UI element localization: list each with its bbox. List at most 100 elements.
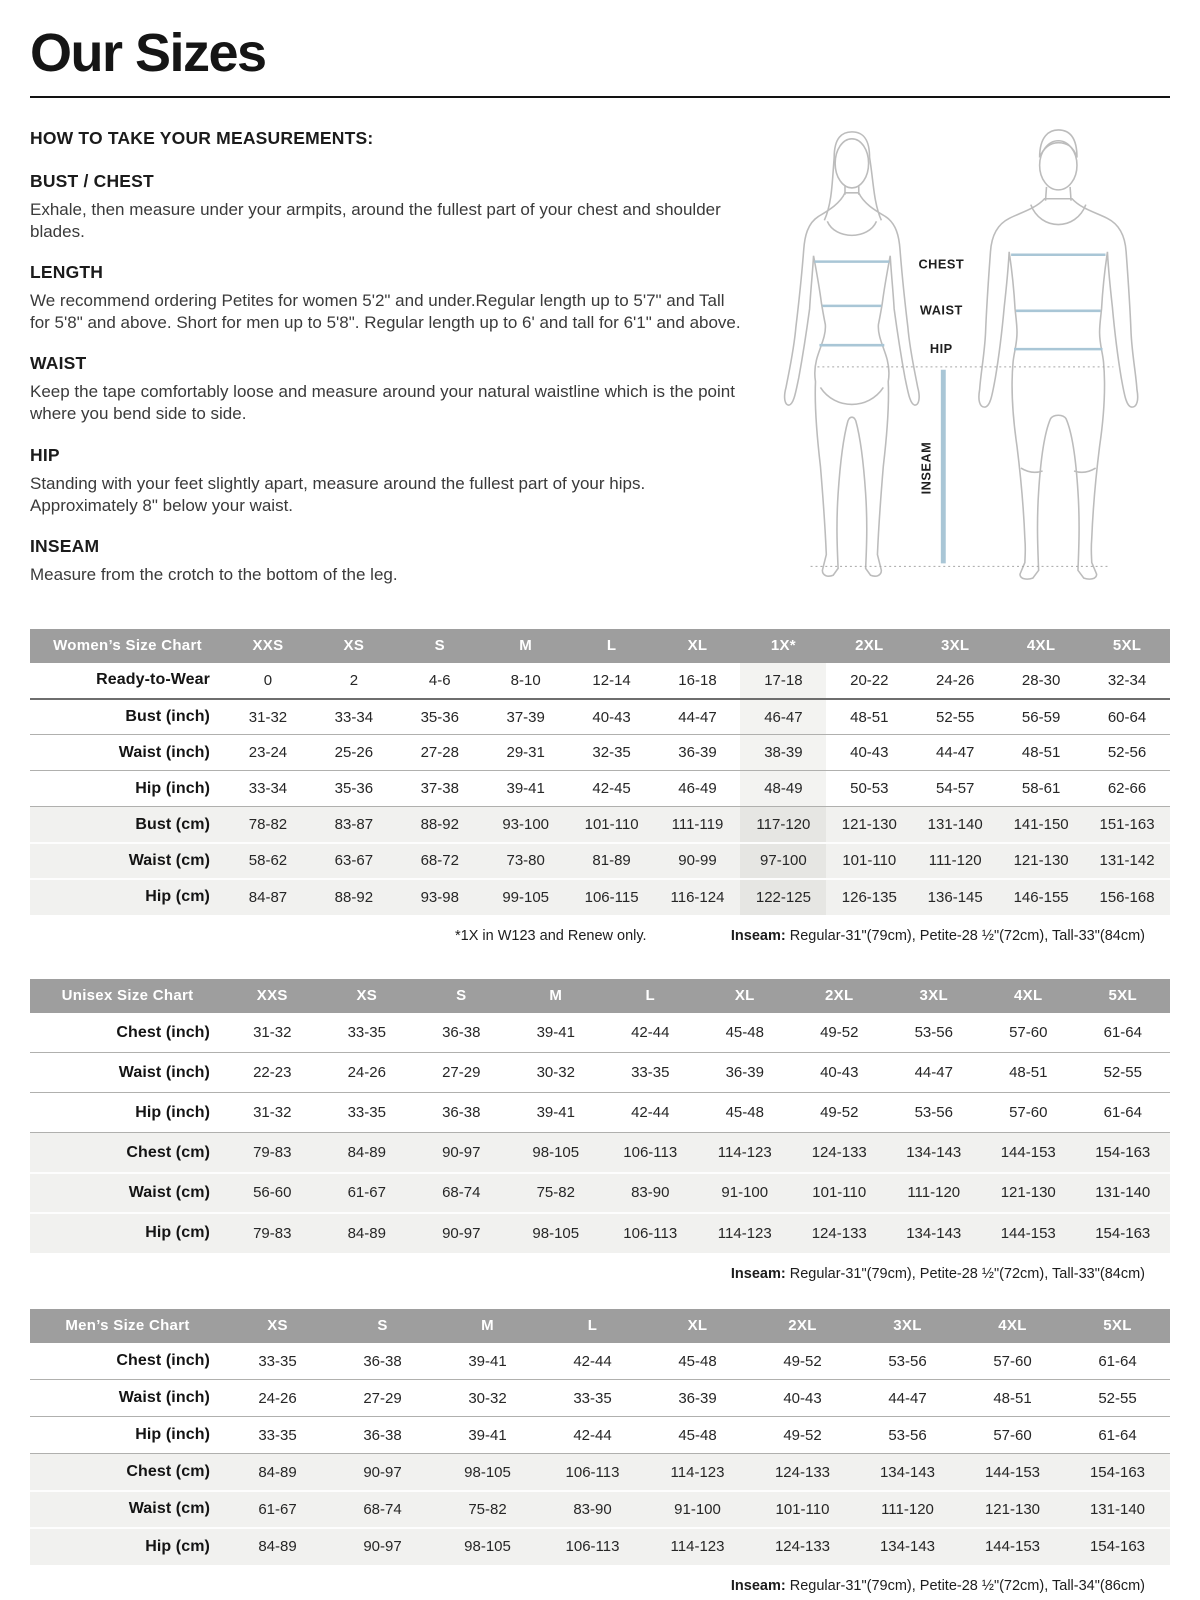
size-cell: 2 [349,671,359,689]
section-waist: WAIST Keep the tape comfortably loose an… [30,353,745,425]
section-body: Exhale, then measure under your armpits,… [30,200,721,242]
size-cell: 36-38 [442,1104,481,1122]
section-body: Keep the tape comfortably loose and meas… [30,382,735,424]
size-cell: 121-130 [984,1500,1041,1518]
page-title: Our Sizes [30,23,267,83]
size-cell: 134-143 [879,1538,936,1556]
unisex-footnote: Inseam: Regular-31"(79cm), Petite-28 ½"(… [30,1266,1170,1288]
size-cell: 48-51 [850,708,889,726]
inseam-note-text: Regular-31"(79cm), Petite-28 ½"(72cm), T… [785,1577,1145,1594]
row-label: Hip (cm) [145,888,210,906]
size-cell: 33-35 [631,1064,670,1082]
size-cell: 35-36 [420,708,459,726]
size-cell: 42-44 [573,1352,612,1370]
size-cell: 90-97 [442,1144,481,1162]
size-cell: 57-60 [993,1352,1032,1370]
female-figure [783,131,920,577]
section-body: Standing with your feet slightly apart, … [30,473,646,515]
size-cell: 40-43 [783,1389,822,1407]
unisex-size-chart: Unisex Size Chart XXS XS S M L XL 2XL 3XL 4XL 5XL C… [30,978,1170,1253]
hip-label: HIP [930,341,953,356]
size-cell: 48-51 [1009,1064,1048,1082]
size-cell: 35-36 [334,780,374,798]
size-cell: 68-74 [442,1184,481,1202]
size-cell: 31-32 [253,1104,292,1122]
table-row: Chest (cm) 79-83 84-89 90-97 98-105 106-113 11… [30,1132,1170,1173]
section-title: LENGTH [30,262,104,283]
size-cell: 27-29 [363,1389,402,1407]
size-cell: 61-64 [1103,1024,1142,1042]
size-cell: 83-90 [631,1184,670,1202]
measurement-lines [814,253,1106,351]
measurement-diagram: CHEST WAIST HIP INSEAM [760,126,1170,588]
instructions-heading: HOW TO TAKE YOUR MEASUREMENTS: [30,128,374,148]
size-cell: 48-49 [740,770,827,807]
size-cell: 44-47 [914,1064,953,1082]
table-title: Men’s Size Chart [30,1308,225,1343]
size-cell: 114-123 [717,1144,772,1162]
column-header: XS [225,1308,330,1343]
column-header: 5XL [1065,1308,1170,1343]
size-cell: 37-39 [506,708,545,726]
size-cell: 22-23 [253,1064,292,1082]
row-label: Waist (cm) [128,1183,210,1201]
size-cell: 52-55 [1103,1064,1142,1082]
size-cell: 57-60 [993,1426,1032,1444]
size-cell: 25-26 [334,744,374,762]
row-label: Hip (cm) [145,1537,210,1555]
mens-footnote: Inseam: Regular-31"(79cm), Petite-28 ½"(… [30,1578,1170,1600]
row-label: Waist (inch) [118,1389,210,1407]
size-cell: 39-41 [536,1024,575,1042]
size-cell: 33-35 [347,1104,386,1122]
size-cell: 141-150 [1013,816,1069,834]
size-cell: 58-61 [1021,780,1061,798]
size-cell: 44-47 [936,744,975,762]
size-cell: 61-67 [347,1184,386,1202]
size-cell: 24-26 [347,1064,386,1082]
table-row: Waist (inch) 22-23 24-26 27-29 30-32 33-35 36-… [30,1052,1170,1093]
section-length: LENGTH We recommend ordering Petites for… [30,262,745,334]
size-cell: 99-105 [502,888,550,906]
size-cell: 38-39 [740,734,827,771]
size-cell: 48-51 [1021,744,1061,762]
size-cell: 156-168 [1099,888,1155,906]
size-cell: 24-26 [936,671,975,689]
size-cell: 50-53 [850,780,889,798]
size-cell: 54-57 [936,780,975,798]
size-cell: 144-153 [1000,1144,1056,1162]
table-title: Women’s Size Chart [30,628,225,663]
table-row: Hip (cm) 84-87 88-92 93-98 99-105 106-115 116-… [30,878,1170,915]
section-bust-chest: BUST / CHEST Exhale, then measure under … [30,171,745,243]
size-cell: 124-133 [774,1538,831,1556]
size-cell: 121-130 [1013,852,1069,870]
row-label: Waist (inch) [118,1063,210,1081]
table-row: Waist (cm) 56-60 61-67 68-74 75-82 83-90 91-10… [30,1172,1170,1213]
column-header: XL [654,628,741,663]
size-cell: 29-31 [506,744,545,762]
size-cell: 23-24 [248,744,288,762]
column-header: L [568,628,655,663]
table-row: Hip (inch) 33-34 35-36 37-38 39-41 42-45 46-49… [30,770,1170,807]
size-cell: 36-38 [363,1352,402,1370]
size-cell: 106-113 [565,1538,620,1556]
waist-label: WAIST [920,303,963,318]
column-header: XL [645,1308,750,1343]
inseam-note-label: Inseam: [730,927,786,944]
size-cell: 90-97 [442,1224,481,1242]
size-cell: 28-30 [1021,671,1061,689]
size-cell: 116-124 [670,888,725,906]
size-cell: 31-32 [248,708,288,726]
size-cell: 17-18 [740,662,827,699]
size-cell: 91-100 [721,1184,769,1202]
size-cell: 42-44 [573,1426,612,1444]
size-cell: 52-55 [1098,1389,1137,1407]
row-label: Hip (inch) [135,1103,210,1121]
row-label: Bust (cm) [135,815,210,833]
size-cell: 88-92 [334,888,374,906]
size-cell: 91-100 [674,1500,721,1518]
size-cell: 84-87 [248,888,288,906]
table-row: Chest (inch) 31-32 33-35 36-38 39-41 42-44 45-… [30,1013,1170,1053]
size-cell: 40-43 [592,708,631,726]
row-label: Hip (inch) [135,1426,210,1444]
column-header: M [435,1308,540,1343]
